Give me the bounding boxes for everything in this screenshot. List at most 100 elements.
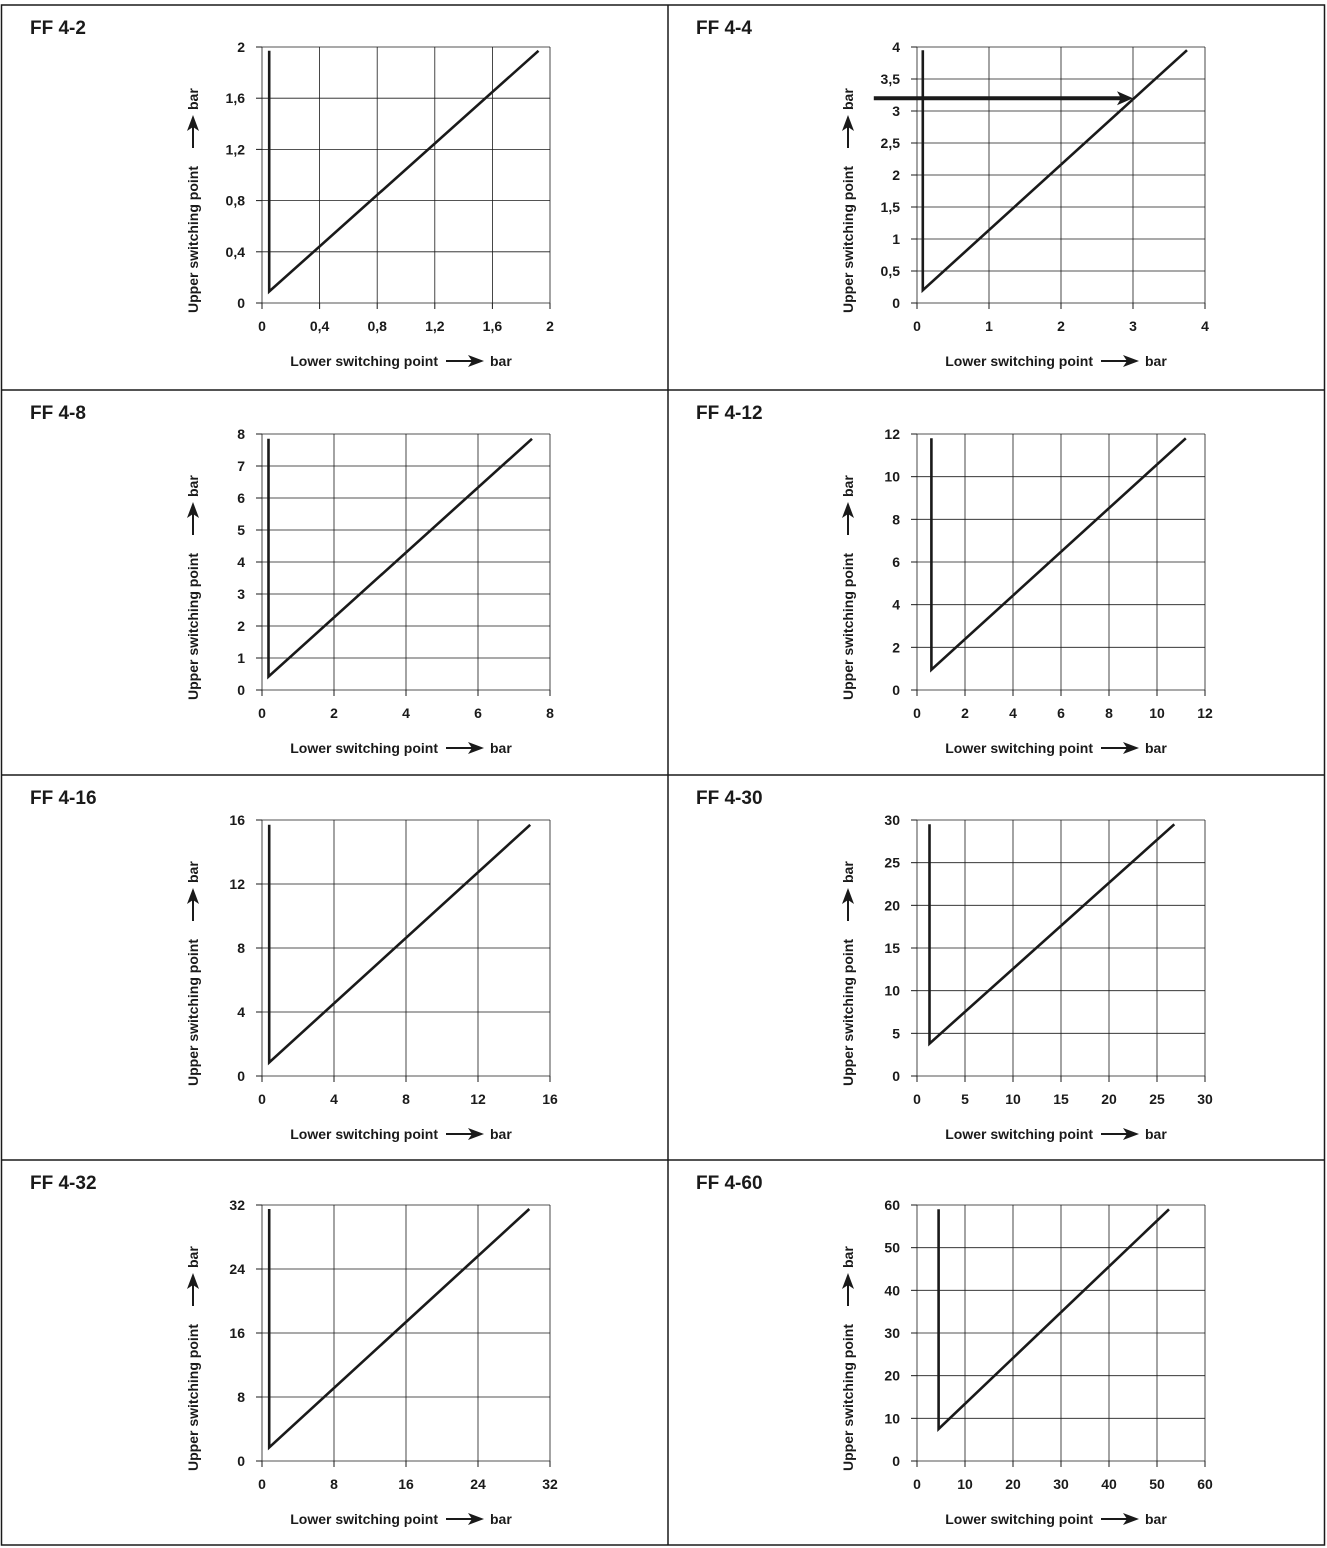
switching-range-line [267,823,532,1066]
chart-panel: FF 4-4 0 1 2 3 4 0 0,5 1 1,5 2 2,5 3 3,5 4 Lower switch… [696,18,1209,369]
y-tick-label: 4 [237,1004,245,1020]
x-tick-label: 30 [1197,1091,1213,1107]
switching-range-line [267,49,540,295]
y-tick-label: 4 [892,597,900,613]
y-tick-label: 5 [237,522,245,538]
x-tick-label: 24 [470,1476,486,1492]
x-tick-label: 4 [402,705,410,721]
x-tick-label: 0 [913,705,921,721]
y-axis-label: Upper switching point [185,166,201,313]
x-tick-label: 40 [1101,1476,1117,1492]
switching-range-line [267,1208,531,1451]
y-tick-label: 15 [884,940,900,956]
y-tick-label: 2 [892,639,900,655]
y-tick-label: 0,8 [226,193,246,209]
y-tick-label: 1,5 [881,199,901,215]
y-axis-label: Upper switching point [840,553,856,700]
x-tick-label: 4 [330,1091,338,1107]
x-tick-label: 1 [985,318,993,334]
x-axis-arrow-head [468,1128,484,1140]
x-axis-unit: bar [490,1511,512,1527]
y-tick-label: 3,5 [881,71,901,87]
x-tick-label: 10 [1149,705,1165,721]
chart-title: FF 4-30 [696,788,763,809]
gridlines [916,1204,1206,1462]
y-axis-arrow-head [187,1273,199,1289]
chart-title: FF 4-4 [696,18,752,39]
x-axis-arrow-head [1123,355,1139,367]
y-tick-label: 30 [884,812,900,828]
x-axis-arrow-head [1123,1513,1139,1525]
y-axis-arrow-head [842,1273,854,1289]
y-tick-label: 8 [892,511,900,527]
x-tick-label: 2 [961,705,969,721]
x-tick-label: 20 [1005,1476,1021,1492]
chart-panel: FF 4-30 0 5 10 15 20 25 30 0 5 10 15 20 25 30 Lower swi… [696,788,1213,1142]
y-tick-label: 3 [237,586,245,602]
x-axis-unit: bar [1145,740,1167,756]
y-axis-unit: bar [840,1246,856,1268]
y-axis-unit: bar [840,861,856,883]
y-axis-unit: bar [185,88,201,110]
chart-panel: FF 4-60 0 10 20 30 40 50 60 0 10 20 30 40 50 60 Lower s… [696,1173,1213,1527]
switching-range-line [937,1208,1170,1433]
x-tick-label: 30 [1053,1476,1069,1492]
y-tick-label: 60 [884,1197,900,1213]
y-tick-label: 2,5 [881,135,901,151]
chart-panel: FF 4-12 0 2 4 6 8 10 12 0 2 4 6 8 10 12 Lower switching… [696,403,1213,756]
x-axis-arrow-head [468,1513,484,1525]
x-tick-label: 8 [330,1476,338,1492]
x-axis-label: Lower switching point [945,740,1093,756]
y-axis-label-group: Upper switching point bar [840,88,856,313]
y-axis-arrow-head [842,115,854,131]
x-tick-label: 2 [1057,318,1065,334]
y-tick-label: 2 [892,167,900,183]
gridlines [261,1204,551,1462]
x-tick-label: 25 [1149,1091,1165,1107]
switching-range-line [921,49,1188,294]
y-tick-label: 30 [884,1325,900,1341]
y-axis-label-group: Upper switching point bar [185,88,201,313]
x-tick-label: 0 [258,318,266,334]
y-axis-label: Upper switching point [840,1324,856,1471]
reading-arrow-head [1117,91,1133,106]
y-axis-arrow-head [187,115,199,131]
y-tick-label: 0 [892,295,900,311]
x-tick-label: 2 [546,318,554,334]
x-axis-arrow-head [1123,742,1139,754]
y-axis-arrow-head [842,502,854,518]
x-tick-label: 4 [1201,318,1209,334]
y-tick-label: 25 [884,855,900,871]
x-tick-label: 4 [1009,705,1017,721]
chart-title: FF 4-8 [30,403,86,424]
x-axis-arrow-head [1123,1128,1139,1140]
x-tick-label: 0 [913,1091,921,1107]
gridlines [261,433,551,691]
x-tick-label: 8 [1105,705,1113,721]
x-axis-label: Lower switching point [290,740,438,756]
x-tick-label: 12 [1197,705,1213,721]
x-tick-label: 0 [258,705,266,721]
y-tick-label: 1,6 [226,90,246,106]
x-tick-label: 60 [1197,1476,1213,1492]
y-tick-label: 0 [892,1453,900,1469]
gridlines [916,46,1206,304]
x-axis-unit: bar [490,740,512,756]
y-tick-label: 0,4 [226,244,246,260]
x-tick-label: 0 [913,1476,921,1492]
y-tick-label: 8 [237,1389,245,1405]
y-tick-label: 0 [237,1068,245,1084]
y-tick-label: 0 [892,1068,900,1084]
x-tick-label: 0 [258,1091,266,1107]
y-tick-label: 40 [884,1282,900,1298]
y-axis-unit: bar [840,475,856,497]
x-axis-label: Lower switching point [290,1126,438,1142]
y-tick-label: 10 [884,469,900,485]
y-tick-label: 16 [229,812,245,828]
y-tick-label: 1 [237,650,245,666]
y-tick-label: 8 [237,426,245,442]
y-axis-label-group: Upper switching point bar [185,861,201,1086]
x-axis-arrow-head [468,355,484,367]
y-axis-label: Upper switching point [185,939,201,1086]
